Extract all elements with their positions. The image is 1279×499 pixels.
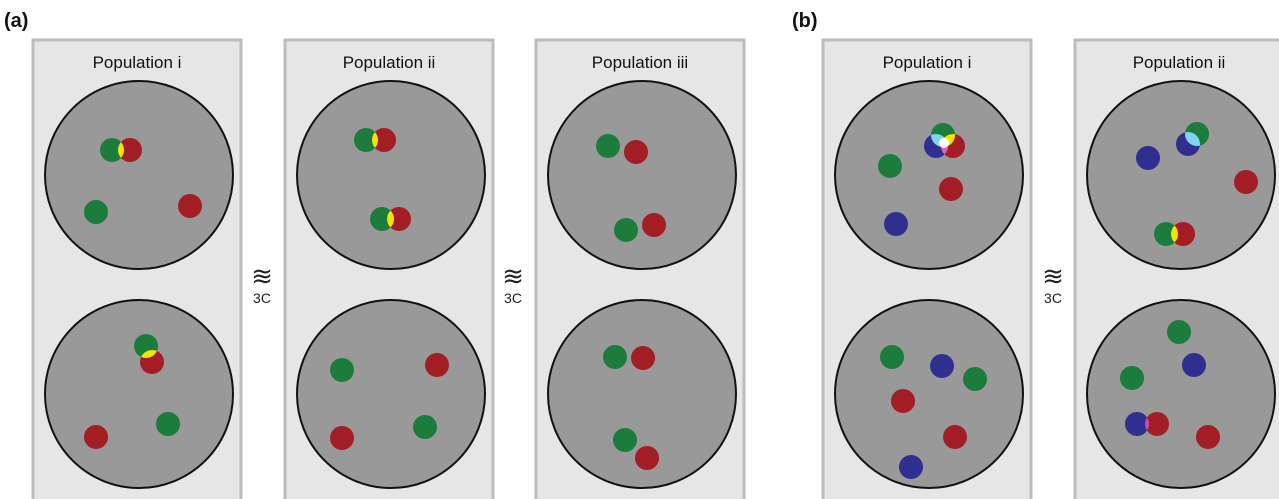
locus-dot (930, 354, 954, 378)
locus-dot (614, 218, 638, 242)
separator-label: 3C (253, 290, 271, 306)
locus-dot (878, 154, 902, 178)
locus-dot (330, 358, 354, 382)
locus-dot (1136, 146, 1160, 170)
population-circle (835, 300, 1023, 488)
panel-label: (a) (4, 10, 28, 32)
locus-dot (413, 415, 437, 439)
locus-dot (880, 345, 904, 369)
locus-dot (939, 177, 963, 201)
locus-dot (963, 367, 987, 391)
panel-title: Population ii (1133, 53, 1226, 72)
population-circle (45, 81, 233, 269)
panel-label: (b) (792, 10, 818, 32)
locus-dot (1120, 366, 1144, 390)
population-circle (835, 81, 1023, 269)
locus-dot (613, 428, 637, 452)
panel-title: Population i (93, 53, 182, 72)
locus-dot (624, 140, 648, 164)
separator-symbol: ≋ (502, 261, 524, 291)
locus-dot (943, 425, 967, 449)
overlap (939, 138, 949, 148)
locus-dot (891, 389, 915, 413)
locus-dot (84, 200, 108, 224)
panel-title: Population ii (343, 53, 436, 72)
panel-title: Population iii (592, 53, 688, 72)
locus-dot (884, 212, 908, 236)
locus-dot (1234, 170, 1258, 194)
locus-dot (1167, 320, 1191, 344)
population-circle (548, 81, 736, 269)
separator-label: 3C (504, 290, 522, 306)
panel-title: Population i (883, 53, 972, 72)
locus-dot (84, 425, 108, 449)
figure: (a) (b) Population i Population ii Populat… (0, 0, 1279, 499)
separator-label: 3C (1044, 290, 1062, 306)
locus-dot (156, 412, 180, 436)
population-circle (297, 300, 485, 488)
locus-dot (1182, 353, 1206, 377)
population-circle (297, 81, 485, 269)
separator-symbol: ≋ (1042, 261, 1064, 291)
locus-dot (178, 194, 202, 218)
locus-dot (1196, 425, 1220, 449)
locus-dot (425, 353, 449, 377)
population-circle (45, 300, 233, 488)
locus-dot (596, 134, 620, 158)
locus-dot (330, 426, 354, 450)
locus-dot (603, 345, 627, 369)
locus-dot (899, 455, 923, 479)
separator-symbol: ≋ (251, 261, 273, 291)
locus-dot (635, 446, 659, 470)
locus-dot (642, 213, 666, 237)
locus-dot (631, 346, 655, 370)
